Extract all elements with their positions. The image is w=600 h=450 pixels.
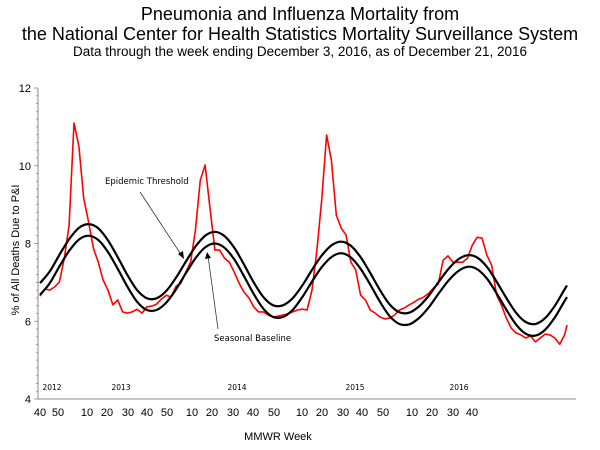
x-tick-label: 30 — [447, 407, 459, 419]
year-label: 2015 — [345, 383, 364, 392]
x-tick-label: 40 — [141, 407, 153, 419]
x-tick-label: 40 — [247, 407, 259, 419]
y-tick-label: 10 — [19, 161, 31, 173]
y-tick-labels: 4 6 8 10 12 — [19, 83, 31, 406]
x-tick-label: 30 — [227, 407, 239, 419]
series-line-observed — [39, 122, 568, 345]
year-label: 2016 — [449, 383, 468, 392]
x-tick-label: 10 — [296, 407, 308, 419]
series-line-baseline — [39, 234, 568, 337]
x-tick-label: 20 — [316, 407, 328, 419]
axes — [34, 87, 576, 400]
y-tick-label: 4 — [25, 394, 31, 406]
x-tick-label: 20 — [426, 407, 438, 419]
x-tick-label: 50 — [377, 407, 389, 419]
chart-title-line-2: the National Center for Health Statistic… — [21, 24, 579, 44]
x-tick-label: 40 — [356, 407, 368, 419]
chart-titles: Pneumonia and Influenza Mortality from t… — [0, 4, 600, 60]
arrow-head-icon — [178, 251, 184, 259]
x-tick-label: 10 — [81, 407, 93, 419]
x-tick-labels: 40 50 10 20 30 40 50 10 20 30 40 50 10 20 30 40 50 10 20 30… — [34, 407, 478, 419]
x-tick-label: 40 — [34, 407, 46, 419]
annotation-epidemic-threshold: Epidemic Threshold — [105, 177, 189, 187]
y-axis-label: % of All Deaths Due to P&I — [10, 185, 22, 316]
series-line-threshold — [39, 223, 568, 326]
x-tick-label: 50 — [268, 407, 280, 419]
x-tick-label: 10 — [406, 407, 418, 419]
annotation-arrow-baseline — [207, 255, 219, 330]
year-labels: 2012 2013 2014 2015 2016 — [42, 383, 468, 392]
annotation-seasonal-baseline: Seasonal Baseline — [214, 334, 291, 344]
x-tick-label: 50 — [161, 407, 173, 419]
x-axis-label: MMWR Week — [244, 431, 312, 443]
series-lines — [39, 122, 568, 345]
x-tick-label: 20 — [101, 407, 113, 419]
arrow-head-icon — [205, 252, 211, 259]
year-label: 2012 — [42, 383, 61, 392]
year-label: 2013 — [111, 383, 130, 392]
y-tick-label: 8 — [25, 239, 31, 251]
x-tick-label: 40 — [466, 407, 478, 419]
x-tick-label: 50 — [52, 407, 64, 419]
y-tick-label: 12 — [19, 83, 31, 95]
x-tick-label: 10 — [186, 407, 198, 419]
annotation-arrow-threshold — [139, 191, 183, 257]
x-tick-label: 20 — [206, 407, 218, 419]
x-tick-label: 30 — [122, 407, 134, 419]
year-label: 2014 — [227, 383, 246, 392]
annotations: Epidemic Threshold Seasonal Baseline — [105, 177, 291, 344]
chart-title-line-1: Pneumonia and Influenza Mortality from — [140, 4, 460, 24]
y-tick-label: 6 — [25, 316, 31, 328]
chart-subtitle: Data through the week ending December 3,… — [72, 44, 528, 59]
x-tick-label: 30 — [337, 407, 349, 419]
